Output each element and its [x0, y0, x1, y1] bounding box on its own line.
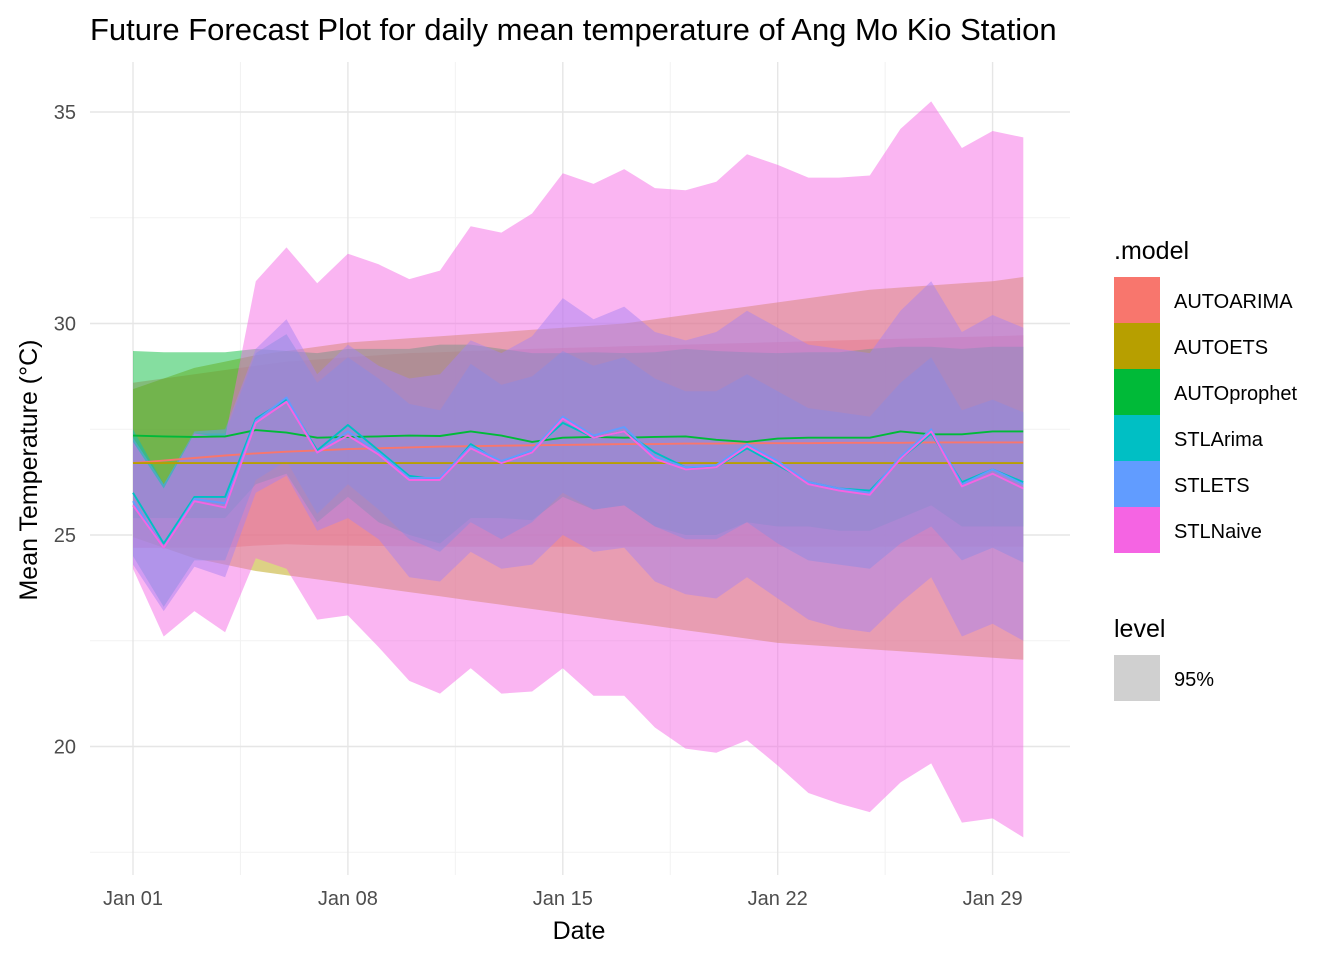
- x-tick-label: Jan 29: [963, 888, 1023, 910]
- legend-label-autoarima: AUTOARIMA: [1174, 291, 1293, 313]
- legend-model-title: .model: [1114, 237, 1189, 265]
- y-tick-label: 20: [54, 737, 76, 759]
- legend-label-autoets: AUTOETS: [1174, 337, 1268, 359]
- legend-level-label: 95%: [1174, 669, 1214, 691]
- forecast-lines: [132, 396, 1024, 549]
- legend-label-stlnaive: STLNaive: [1174, 521, 1262, 543]
- band-stlarima: [133, 334, 1024, 607]
- line-stlnaive: [132, 400, 1024, 549]
- legend-level-title: level: [1114, 615, 1165, 643]
- y-tick-label: 25: [54, 525, 76, 547]
- line-autoprophet: [132, 429, 1024, 443]
- legend-swatch-stlarima: [1114, 415, 1160, 461]
- band-autoarima: [133, 335, 1024, 548]
- legend-model-items: AUTOARIMA AUTOETS AUTOprophet STLArima STLET…: [1114, 277, 1297, 553]
- chart-title: Future Forecast Plot for daily mean temp…: [90, 12, 1057, 47]
- legend-swatch-stlnaive: [1114, 507, 1160, 553]
- legend-swatch-autoets: [1114, 323, 1160, 369]
- legend-swatch-stlets: [1114, 461, 1160, 507]
- legend-label-stlarima: STLArima: [1174, 429, 1264, 451]
- y-tick-label: 30: [54, 314, 76, 336]
- legend-label-autoprophet: AUTOprophet: [1174, 383, 1297, 405]
- legend-swatch-autoarima: [1114, 277, 1160, 323]
- legend-swatch-autoprophet: [1114, 369, 1160, 415]
- y-axis-ticks: 20 25 30 35: [54, 102, 76, 759]
- interval-bands: [133, 101, 1024, 838]
- legend-level-swatch: [1114, 655, 1160, 701]
- y-tick-label: 35: [54, 102, 76, 124]
- band-autoets: [133, 277, 1024, 660]
- x-axis-title: Date: [553, 917, 606, 945]
- legend: .model AUTOARIMA AUTOETS AUTOprophet STLAri…: [1114, 237, 1297, 701]
- line-stlets: [132, 396, 1024, 549]
- band-stlnaive: [133, 101, 1024, 838]
- x-tick-label: Jan 08: [318, 888, 378, 910]
- x-tick-label: Jan 15: [533, 888, 593, 910]
- line-autoarima: [132, 441, 1024, 465]
- band-stlets: [133, 281, 1024, 641]
- y-axis-title: Mean Temperature (°C): [15, 339, 43, 600]
- legend-label-stlets: STLETS: [1174, 475, 1250, 497]
- x-axis-ticks: Jan 01 Jan 08 Jan 15 Jan 22 Jan 29: [103, 888, 1023, 910]
- x-tick-label: Jan 22: [748, 888, 808, 910]
- x-tick-label: Jan 01: [103, 888, 163, 910]
